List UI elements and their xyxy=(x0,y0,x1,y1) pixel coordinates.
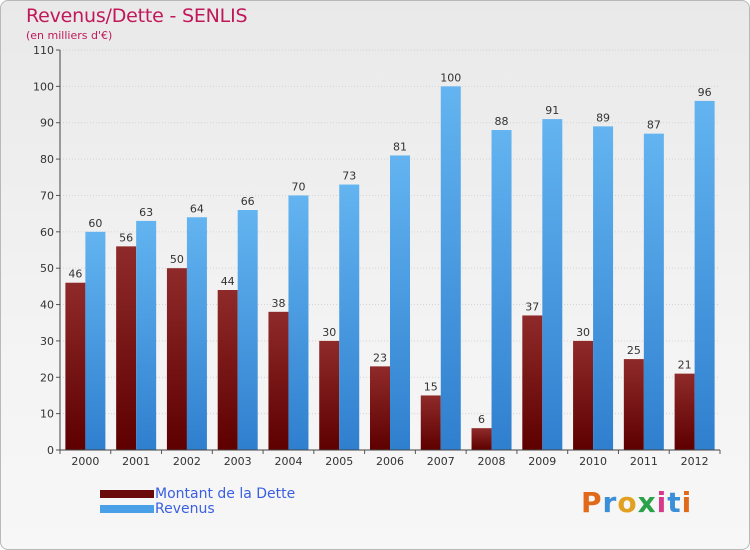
legend-label-dette: Montant de la Dette xyxy=(155,486,296,502)
y-tick-label: 50 xyxy=(40,262,54,275)
y-tick-label: 20 xyxy=(40,371,54,384)
bar-revenus xyxy=(440,86,461,450)
bar-revenus xyxy=(339,184,360,450)
data-label: 63 xyxy=(139,206,153,219)
data-label: 38 xyxy=(271,297,285,310)
bar-dette xyxy=(166,268,187,450)
logo-letter: i xyxy=(656,486,668,519)
bar-revenus xyxy=(186,217,207,450)
data-label: 30 xyxy=(576,326,590,339)
bar-dette xyxy=(623,359,644,450)
bar-revenus xyxy=(643,133,664,451)
x-tick-label: 2009 xyxy=(528,455,556,468)
data-label: 6 xyxy=(478,413,485,426)
bar-revenus xyxy=(694,100,715,450)
x-tick-label: 2010 xyxy=(579,455,607,468)
data-label: 87 xyxy=(647,119,661,132)
bar-dette xyxy=(522,315,543,450)
bar-revenus xyxy=(491,130,512,450)
data-label: 73 xyxy=(342,170,356,183)
data-label: 64 xyxy=(190,202,204,215)
bar-revenus xyxy=(288,195,309,450)
y-tick-label: 10 xyxy=(40,408,54,421)
bar-dette xyxy=(471,428,492,450)
data-label: 46 xyxy=(68,268,82,281)
x-tick-label: 2001 xyxy=(122,455,150,468)
y-tick-label: 70 xyxy=(40,189,54,202)
data-label: 91 xyxy=(545,104,559,117)
x-tick-label: 2006 xyxy=(376,455,404,468)
logo-letter: i xyxy=(681,486,693,519)
data-label: 21 xyxy=(678,359,692,372)
data-label: 30 xyxy=(322,326,336,339)
y-tick-label: 60 xyxy=(40,226,54,239)
y-tick-label: 40 xyxy=(40,299,54,312)
bar-revenus xyxy=(390,155,410,451)
bar-dette xyxy=(217,290,238,450)
bar-dette xyxy=(116,246,137,450)
data-label: 96 xyxy=(698,86,712,99)
chart-title: Revenus/Dette - SENLIS xyxy=(26,5,248,27)
data-label: 60 xyxy=(88,217,102,230)
logo-letter: P xyxy=(581,486,603,519)
bar-revenus xyxy=(237,210,258,450)
x-tick-label: 2008 xyxy=(478,455,506,468)
chart-subtitle: (en milliers d'€) xyxy=(26,29,113,42)
bar-revenus xyxy=(593,126,614,450)
y-tick-label: 80 xyxy=(40,153,54,166)
x-tick-label: 2002 xyxy=(173,455,201,468)
labels-layer: 46 60 56 63 50 64 44 66 38 70 30 73 23 81 15 100 6 88 37 91… xyxy=(68,71,711,426)
bar-revenus xyxy=(85,231,106,450)
bar-revenus xyxy=(542,119,563,450)
legend-label-revenus: Revenus xyxy=(155,501,215,517)
y-tick-label: 30 xyxy=(40,335,54,348)
y-tick-label: 90 xyxy=(40,117,54,130)
bar-dette xyxy=(268,311,289,450)
bar-dette xyxy=(420,395,441,450)
data-label: 81 xyxy=(393,140,407,153)
bar-dette xyxy=(319,340,340,450)
bar-dette xyxy=(65,282,86,450)
data-label: 23 xyxy=(373,351,387,364)
data-label: 70 xyxy=(291,180,305,193)
data-label: 66 xyxy=(241,195,255,208)
data-label: 89 xyxy=(596,111,610,124)
logo-letter: t xyxy=(667,486,682,519)
logo-letter: o xyxy=(617,486,638,519)
bar-dette xyxy=(370,366,390,450)
logo-letter: r xyxy=(602,486,618,519)
data-label: 15 xyxy=(424,380,438,393)
bar-dette xyxy=(573,340,594,450)
data-label: 88 xyxy=(495,115,509,128)
bars-layer xyxy=(65,86,715,451)
x-tick-label: 2003 xyxy=(224,455,252,468)
proxiti-logo: Proxiti xyxy=(581,486,692,519)
y-tick-label: 0 xyxy=(47,444,54,457)
y-tick-label: 100 xyxy=(33,80,54,93)
legend-swatch-dette xyxy=(100,490,154,498)
axis-layer: 0 10 20 30 40 50 60 70 80 90 100 110 2000 2001 2002 200… xyxy=(33,44,721,468)
x-tick-label: 2007 xyxy=(427,455,455,468)
x-tick-label: 2004 xyxy=(274,455,302,468)
data-label: 50 xyxy=(170,253,184,266)
x-tick-label: 2012 xyxy=(681,455,709,468)
y-tick-label: 110 xyxy=(33,44,54,57)
data-label: 37 xyxy=(525,300,539,313)
x-tick-label: 2005 xyxy=(325,455,353,468)
x-tick-label: 2000 xyxy=(71,455,99,468)
data-label: 100 xyxy=(440,71,461,84)
logo-letter: x xyxy=(637,486,657,519)
data-label: 25 xyxy=(627,344,641,357)
data-label: 44 xyxy=(221,275,235,288)
legend-swatch-revenus xyxy=(100,505,154,513)
bar-dette xyxy=(674,373,695,450)
x-tick-label: 2011 xyxy=(630,455,658,468)
bar-revenus xyxy=(136,220,157,450)
data-label: 56 xyxy=(119,231,133,244)
